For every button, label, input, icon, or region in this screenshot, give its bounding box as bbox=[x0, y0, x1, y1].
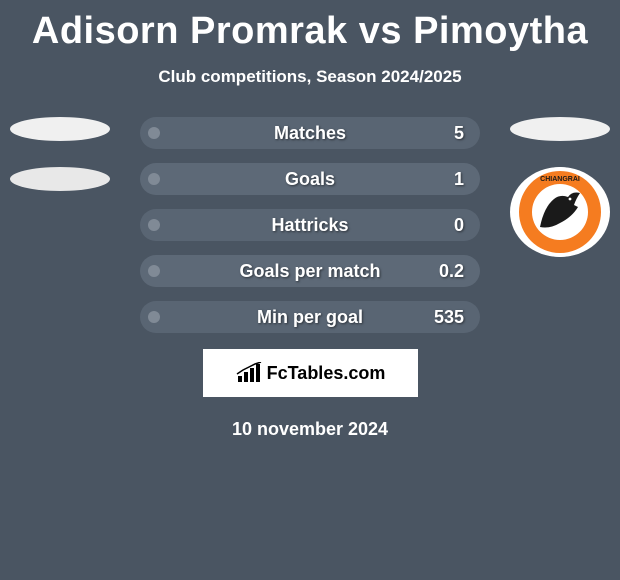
subtitle: Club competitions, Season 2024/2025 bbox=[0, 67, 620, 87]
brand-label: FcTables.com bbox=[267, 363, 386, 384]
stat-value-right: 5 bbox=[454, 123, 464, 144]
right-player-avatar bbox=[510, 117, 610, 141]
stat-row-min-per-goal: Min per goal 535 bbox=[140, 301, 480, 333]
brand-box: FcTables.com bbox=[203, 349, 418, 397]
stat-value-right: 535 bbox=[434, 307, 464, 328]
right-club-logo: CHIANGRAI bbox=[510, 167, 610, 257]
svg-text:CHIANGRAI: CHIANGRAI bbox=[540, 176, 580, 183]
left-avatars bbox=[10, 117, 110, 217]
page-title: Adisorn Promrak vs Pimoytha bbox=[0, 0, 620, 53]
stat-row-matches: Matches 5 bbox=[140, 117, 480, 149]
date-label: 10 november 2024 bbox=[0, 419, 620, 440]
right-avatars: CHIANGRAI bbox=[510, 117, 610, 257]
stat-label: Min per goal bbox=[257, 307, 363, 328]
stat-row-hattricks: Hattricks 0 bbox=[140, 209, 480, 241]
stat-value-right: 0.2 bbox=[439, 261, 464, 282]
stat-label: Matches bbox=[274, 123, 346, 144]
stat-row-goals: Goals 1 bbox=[140, 163, 480, 195]
stat-value-right: 1 bbox=[454, 169, 464, 190]
stat-label: Goals bbox=[285, 169, 335, 190]
stat-label: Hattricks bbox=[271, 215, 348, 236]
chiangrai-logo-icon: CHIANGRAI bbox=[510, 167, 610, 257]
comparison-content: CHIANGRAI Matches 5 Goals 1 Hattricks 0 … bbox=[0, 117, 620, 440]
stat-label: Goals per match bbox=[239, 261, 380, 282]
stats-list: Matches 5 Goals 1 Hattricks 0 Goals per … bbox=[140, 117, 480, 333]
stat-row-goals-per-match: Goals per match 0.2 bbox=[140, 255, 480, 287]
left-player-avatar bbox=[10, 117, 110, 141]
brand-chart-icon bbox=[235, 362, 263, 384]
left-club-avatar bbox=[10, 167, 110, 191]
stat-value-right: 0 bbox=[454, 215, 464, 236]
